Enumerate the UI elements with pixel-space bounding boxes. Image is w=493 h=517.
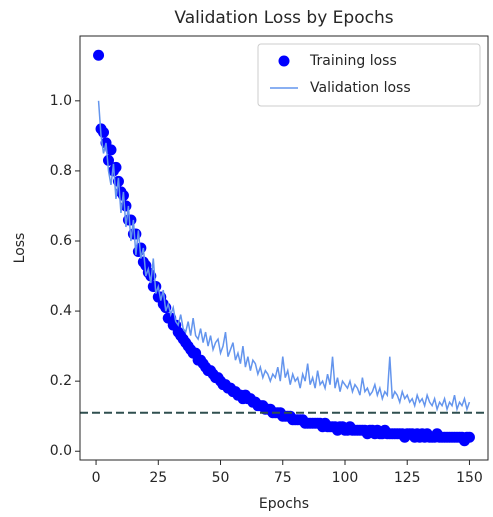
y-tick-label: 0.6: [50, 233, 72, 249]
x-axis-label: Epochs: [259, 496, 309, 512]
y-axis-label: Loss: [12, 233, 28, 264]
training-point: [103, 154, 115, 166]
axes-frame: [79, 35, 489, 461]
legend-marker: [278, 55, 290, 67]
training-point: [105, 144, 117, 156]
x-tick-label: 125: [394, 470, 421, 486]
plot-area: [80, 49, 488, 447]
x-tick-label: 75: [274, 470, 292, 486]
y-tick-label: 0.4: [50, 303, 72, 319]
x-tick-label: 25: [149, 470, 167, 486]
legend-box: [257, 43, 481, 107]
y-tick-label: 0.2: [50, 373, 72, 389]
chart-title: Validation Loss by Epochs: [174, 8, 393, 28]
y-tick-label: 0.8: [50, 163, 72, 179]
training-point: [463, 431, 475, 443]
y-tick-label: 1.0: [50, 93, 72, 109]
legend-label: Validation loss: [310, 80, 411, 96]
x-tick-label: 150: [456, 470, 483, 486]
training-point: [98, 126, 110, 138]
y-tick-label: 0.0: [50, 443, 72, 459]
x-tick-label: 100: [332, 470, 359, 486]
validation-line: [97, 100, 471, 413]
legend-label: Training loss: [309, 53, 397, 69]
x-tick-label: 50: [212, 470, 230, 486]
training-point: [93, 49, 105, 61]
x-tick-label: 0: [92, 470, 101, 486]
